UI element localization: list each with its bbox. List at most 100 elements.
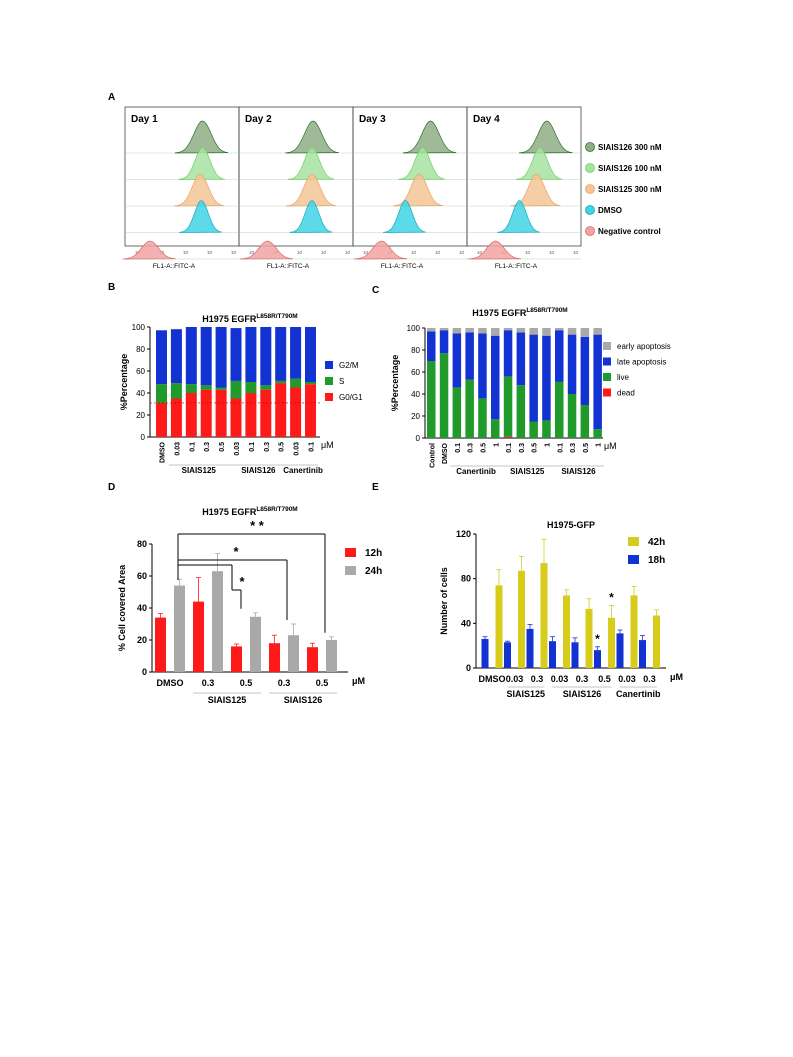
histogram-curve [497,200,541,233]
x-tick-label: 10 [321,250,327,255]
significance-label: * * [250,518,265,533]
bar-g0-g1 [260,389,272,437]
bar-s [230,380,242,399]
y-tick-label: 0 [466,663,471,673]
histogram-curve [383,200,427,233]
bar-early-apoptosis [580,328,590,337]
histogram-curve [402,120,457,154]
y-tick-label: 80 [137,539,147,549]
chart-title: H1975 EGFRL858R/T790M [202,506,297,517]
y-tick-label: 40 [411,390,420,399]
histogram-curve [174,173,225,207]
bar-live [567,394,577,438]
y-tick-label: 80 [411,346,420,355]
x-tick-label: 10 [525,250,531,255]
bar-12h [155,617,166,672]
x-tick-label: 0.3 [570,443,577,453]
x-tick-label: 0.5 [240,678,253,688]
bar-s [245,382,257,393]
unit-label: μM [321,440,334,450]
x-tick-label: 10 [411,250,417,255]
y-tick-label: 40 [137,603,147,613]
x-tick-label: 0.3 [576,674,589,684]
day-label: Day 2 [245,114,272,125]
bar-g0-g1 [170,398,182,437]
x-tick-label: 1 [493,443,500,447]
histogram-curve [287,147,335,180]
bar-g2-m [215,327,227,388]
bar-live [491,419,500,438]
histogram-curve [398,147,445,180]
legend-label: SIAIS126 300 nM [598,143,662,152]
bar-early-apoptosis [567,328,577,335]
bar-live [503,376,513,437]
x-tick-label: 0.1 [506,443,513,453]
x-tick-label: 10 [573,250,579,255]
bar-late-apoptosis [542,335,551,421]
bar-g0-g1 [275,383,287,437]
y-tick-label: 100 [132,323,146,332]
panel-letter-a: A [108,92,115,103]
x-tick-label: 10 [345,250,351,255]
day-label: Day 4 [473,114,500,125]
bar-g2-m [230,328,242,381]
legend-marker [585,163,595,173]
bar-live [427,361,436,438]
bar-42h [495,585,503,668]
bar-g0-g1 [305,384,316,437]
x-tick-label: 0.5 [219,442,226,452]
x-tick-label: 0.5 [316,678,329,688]
panel-b: H1975 EGFRL858R/T790M 0 20 40 60 80 100 %Percen… [119,313,363,475]
legend-swatch [628,555,639,564]
unit-label: μM [352,676,365,686]
bar-late-apoptosis [465,332,474,380]
histogram-panel [466,106,582,247]
histogram-curve [174,120,229,154]
bar-live [529,421,538,438]
histogram-curve [122,240,176,260]
histogram-curve [393,173,444,207]
legend-swatch [603,388,611,397]
bar-g0-g1 [200,389,212,437]
legend-swatch [603,342,611,350]
bar-24h [174,585,185,672]
bar-s [170,383,182,399]
y-tick-label: 0 [141,433,146,442]
significance-label: * [595,632,600,646]
x-tick-label: 1 [544,443,551,447]
legend-label: S [339,377,344,386]
x-tick-label: 10 [549,250,555,255]
x-tick-label: 10 [207,250,213,255]
legend-label: G2/M [339,361,359,370]
bar-12h [231,646,242,672]
group-label: SIAIS126 [284,695,323,705]
x-tick-label: 0.3 [643,674,656,684]
y-tick-label: 60 [137,571,147,581]
bar-s [305,382,316,385]
chart-title-text: H1975 EGFR [202,314,257,324]
y-tick-label: 100 [407,324,421,333]
bar-live [542,420,551,438]
bar-24h [288,635,299,672]
significance-label: * [239,574,245,589]
bar-g2-m [260,327,272,386]
histogram-curve [285,120,339,154]
x-tick-label: 0.5 [279,442,286,452]
panel-letter-c: C [372,285,379,296]
legend-label: dead [617,389,635,398]
legend-label: 42h [648,537,665,548]
x-tick-label: 10 [249,250,255,255]
bar-42h [540,563,548,668]
legend-label: late apoptosis [617,358,666,367]
bar-42h [585,608,593,668]
y-tick-label: 120 [456,529,471,539]
bar-18h [504,642,511,668]
bar-s [156,384,167,403]
day-label: Day 3 [359,114,386,125]
bar-late-apoptosis [567,334,577,394]
chart-title-text: H1975 EGFR [202,507,257,517]
y-tick-label: 80 [461,574,471,584]
histogram-curve [467,240,522,260]
